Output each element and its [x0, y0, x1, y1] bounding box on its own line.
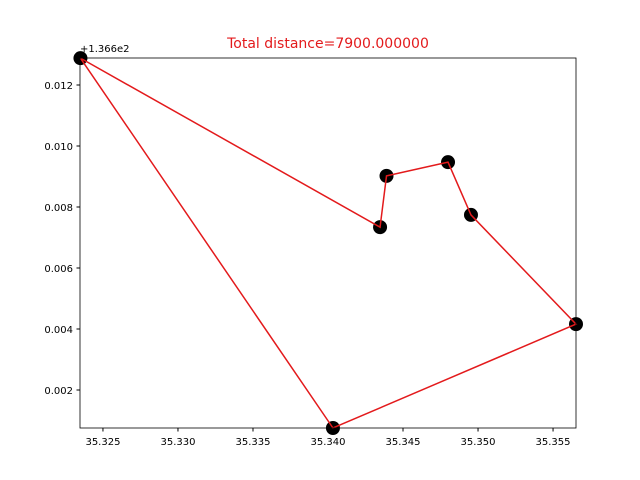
route-line	[79, 57, 578, 429]
y-tick-label: 0.008	[44, 203, 73, 214]
x-tick-label: 35.330	[160, 437, 195, 448]
x-tick-label: 35.355	[536, 437, 571, 448]
x-tick-label: 35.350	[461, 437, 496, 448]
y-tick-label: 0.004	[44, 325, 73, 336]
y-tick-label: 0.010	[44, 142, 73, 153]
y-tick-label: 0.006	[44, 264, 73, 275]
x-tick-label: 35.340	[311, 437, 346, 448]
x-tick-label: 35.335	[235, 437, 270, 448]
y-tick-label: 0.002	[44, 386, 73, 397]
x-tick-label: 35.345	[386, 437, 421, 448]
axes-frame	[79, 57, 577, 429]
chart-title: Total distance=7900.000000	[226, 36, 429, 52]
y-tick-label: 0.012	[44, 81, 73, 92]
y-offset-label: +1.366e2	[80, 44, 130, 55]
x-tick-label: 35.325	[85, 437, 120, 448]
